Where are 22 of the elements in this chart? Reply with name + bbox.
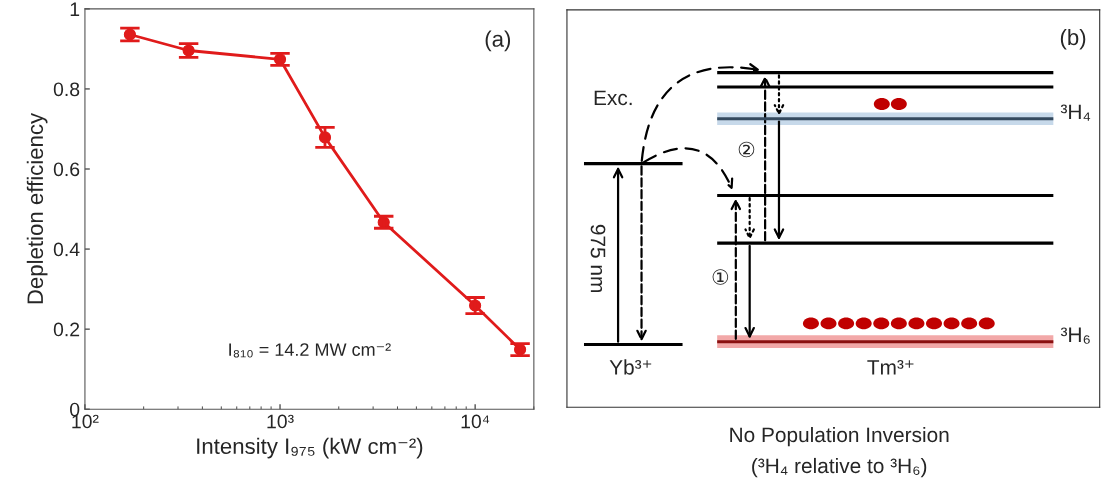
annotation: (a) — [485, 30, 511, 52]
x-axis-title: Intensity I₉₇₅ (kW cm⁻²) — [197, 437, 423, 459]
text: ³H₆ — [1060, 327, 1090, 344]
text: ② — [738, 141, 755, 158]
y-tick-label: 0.4 — [53, 242, 80, 257]
y-tick-label: 1 — [70, 2, 80, 16]
y-tick-label: 0.6 — [53, 162, 80, 177]
x-tick-label: 10⁴ — [461, 414, 490, 429]
text: 975 nm — [590, 224, 606, 292]
text: (³H₄ relative to ³H₆) — [752, 457, 927, 478]
text: Exc. — [594, 90, 632, 106]
annotation: I₈₁₀ = 14.2 MW cm⁻² — [229, 343, 391, 358]
text: No Population Inversion — [730, 426, 949, 447]
text: ³H₄ — [1060, 104, 1091, 121]
text: ① — [712, 269, 729, 285]
y-tick-label: 0.8 — [53, 82, 80, 97]
y-tick-label: 0.2 — [53, 322, 80, 337]
x-tick-label: 10³ — [267, 414, 294, 429]
text: (b) — [1060, 28, 1086, 50]
text: Yb³⁺ — [609, 359, 652, 375]
text: Tm³⁺ — [867, 360, 914, 375]
y-axis-title: Depletion efficiency — [26, 112, 48, 304]
